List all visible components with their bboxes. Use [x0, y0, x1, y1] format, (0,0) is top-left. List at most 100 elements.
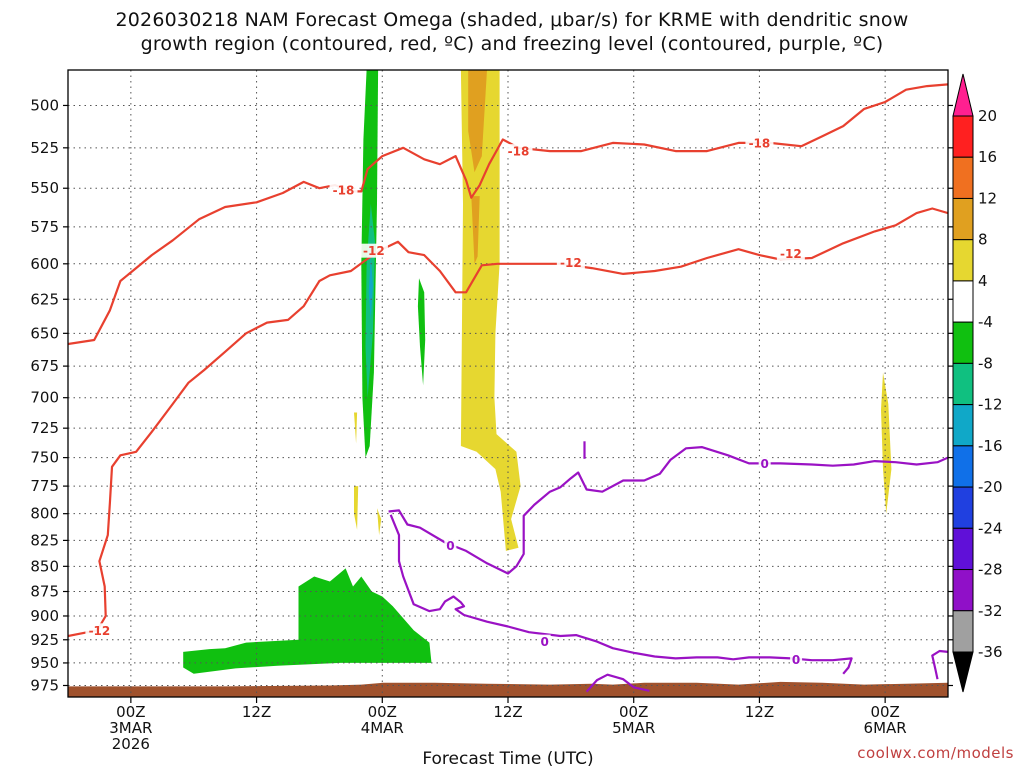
colorbar-label-1: 16	[978, 148, 997, 166]
contour-label-bg-1	[504, 144, 533, 159]
y-tick-label-925: 925	[30, 631, 59, 649]
contour-label-8: 0	[760, 457, 768, 471]
colorbar-label-10: -24	[978, 519, 1003, 537]
chart-title-line-2: growth region (contoured, red, ºC) and f…	[140, 33, 884, 55]
x-tick-label-30-0: 00Z	[368, 703, 397, 721]
x-tick-label-18-0: 12Z	[242, 703, 271, 721]
colorbar-box-1	[952, 156, 974, 199]
colorbar-label-8: -16	[978, 437, 1003, 455]
colorbar-box-0	[952, 115, 974, 158]
y-tick-label-600: 600	[30, 255, 59, 273]
omega-region-8	[354, 412, 358, 444]
colorbar-box-10	[952, 527, 974, 571]
y-tick-label-675: 675	[30, 357, 59, 375]
x-tick-label-6-2: 2026	[112, 735, 150, 753]
colorbar-box-12	[952, 610, 974, 653]
colorbar-label-5: -4	[978, 313, 993, 331]
colorbar-box-8	[952, 445, 974, 488]
x-tick-label-6-1: 3MAR	[109, 719, 152, 737]
y-tick-label-875: 875	[30, 583, 59, 601]
contour-label-bg-7	[444, 538, 457, 553]
contour-label-1: -18	[508, 145, 530, 159]
colorbar-label-2: 12	[978, 189, 997, 207]
site-credit: coolwx.com/models	[857, 744, 1014, 762]
y-tick-label-700: 700	[30, 389, 59, 407]
omega-region-2	[368, 256, 373, 320]
x-tick-label-78-1: 6MAR	[864, 719, 907, 737]
omega-shading	[183, 70, 892, 674]
contour-label-2: -18	[749, 136, 771, 150]
x-axis-label: Forecast Time (UTC)	[422, 749, 593, 768]
y-tick-label-650: 650	[30, 324, 59, 342]
colorbar-box-7	[952, 404, 974, 447]
colorbar-box-11	[952, 569, 974, 612]
contour-label-bg-2	[745, 135, 774, 150]
colorbar-under-triangle	[952, 651, 974, 693]
contour-0-6	[931, 649, 948, 680]
contour-lines	[68, 83, 948, 693]
contour-label-9: 0	[540, 635, 548, 649]
omega-region-10	[377, 508, 382, 536]
contour-label-10: 0	[792, 653, 800, 667]
colorbar: 20 16 12 8 4 -4 -8 -12 -16 -20 -24 -28 -32 -36	[952, 73, 1003, 693]
colorbar-box-9	[952, 486, 974, 529]
colorbar-box-3	[952, 239, 974, 282]
contour--12-1	[68, 207, 948, 638]
y-tick-label-575: 575	[30, 218, 59, 236]
colorbar-label-9: -20	[978, 478, 1003, 496]
chart-title-line-1: 2026030218 NAM Forecast Omega (shaded, μ…	[115, 9, 909, 31]
colorbar-label-0: 20	[978, 107, 997, 125]
omega-region-4	[183, 568, 432, 674]
y-tick-label-550: 550	[30, 179, 59, 197]
y-tick-label-950: 950	[30, 654, 59, 672]
y-tick-label-625: 625	[30, 290, 59, 308]
colorbar-label-13: -36	[978, 643, 1003, 661]
omega-region-3	[417, 278, 426, 386]
y-tick-label-750: 750	[30, 449, 59, 467]
colorbar-box-6	[952, 362, 974, 406]
contour-label-bg-5	[776, 246, 805, 261]
colorbar-box-2	[952, 197, 974, 241]
y-tick-label-975: 975	[30, 676, 59, 694]
contour-label-5: -12	[780, 247, 802, 261]
x-tick-label-42-0: 12Z	[493, 703, 522, 721]
contour-label-bg-10	[790, 652, 803, 667]
contour-label-bg-8	[758, 456, 771, 471]
omega-region-9	[354, 486, 359, 530]
x-tick-label-66-0: 12Z	[745, 703, 774, 721]
contour-label-0: -18	[333, 183, 355, 197]
terrain-layer	[68, 681, 948, 697]
y-tick-label-725: 725	[30, 419, 59, 437]
y-tick-label-900: 900	[30, 607, 59, 625]
x-tick-label-54-0: 00Z	[619, 703, 648, 721]
contour-label-bg-0	[329, 182, 358, 197]
colorbar-label-6: -8	[978, 354, 993, 372]
x-tick-label-6-0: 00Z	[116, 703, 145, 721]
y-tick-label-500: 500	[30, 96, 59, 114]
y-tick-label-850: 850	[30, 557, 59, 575]
omega-region-6	[468, 70, 487, 173]
omega-region-5	[460, 70, 521, 551]
contour-labels: -18 -18 -18 -12 -12 -12 -12 0 0 0 0	[85, 135, 805, 667]
x-tick-label-54-1: 5MAR	[612, 719, 655, 737]
contour-0-2	[388, 446, 948, 575]
y-tick-label-800: 800	[30, 505, 59, 523]
colorbar-label-11: -28	[978, 561, 1003, 579]
colorbar-label-3: 8	[978, 231, 988, 249]
contour-0-5	[585, 673, 650, 693]
colorbar-label-4: 4	[978, 272, 988, 290]
contour-label-7: 0	[446, 539, 454, 553]
y-tick-label-525: 525	[30, 139, 59, 157]
contour-label-bg-4	[556, 255, 585, 270]
contour-label-bg-6	[85, 623, 114, 638]
colorbar-label-7: -12	[978, 396, 1003, 414]
y-tick-label-825: 825	[30, 531, 59, 549]
grid-lines	[68, 70, 948, 697]
omega-region-11	[881, 372, 892, 514]
colorbar-label-12: -32	[978, 602, 1003, 620]
colorbar-box-5	[952, 321, 974, 364]
contour-label-3: -12	[363, 244, 385, 258]
x-tick-label-30-1: 4MAR	[361, 719, 404, 737]
